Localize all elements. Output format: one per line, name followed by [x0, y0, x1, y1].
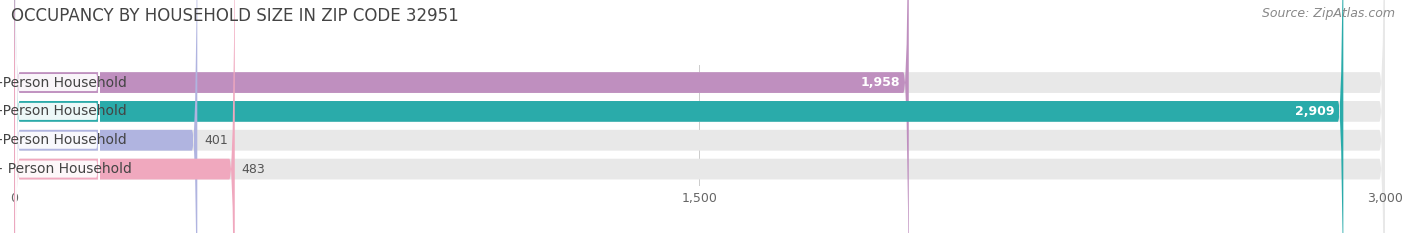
Text: 2-Person Household: 2-Person Household — [0, 104, 127, 118]
FancyBboxPatch shape — [14, 0, 1385, 233]
FancyBboxPatch shape — [14, 0, 1385, 233]
FancyBboxPatch shape — [14, 0, 1385, 233]
Text: OCCUPANCY BY HOUSEHOLD SIZE IN ZIP CODE 32951: OCCUPANCY BY HOUSEHOLD SIZE IN ZIP CODE … — [11, 7, 458, 25]
FancyBboxPatch shape — [14, 0, 908, 233]
Text: Source: ZipAtlas.com: Source: ZipAtlas.com — [1261, 7, 1395, 20]
Text: 483: 483 — [242, 163, 266, 176]
Text: 1-Person Household: 1-Person Household — [0, 75, 127, 89]
FancyBboxPatch shape — [15, 0, 100, 233]
Text: 2,909: 2,909 — [1295, 105, 1334, 118]
FancyBboxPatch shape — [15, 0, 100, 233]
Text: 1,958: 1,958 — [860, 76, 900, 89]
Text: 401: 401 — [204, 134, 228, 147]
Text: 3-Person Household: 3-Person Household — [0, 133, 127, 147]
Text: 4+ Person Household: 4+ Person Household — [0, 162, 132, 176]
FancyBboxPatch shape — [14, 0, 1343, 233]
FancyBboxPatch shape — [14, 0, 1385, 233]
FancyBboxPatch shape — [14, 0, 235, 233]
FancyBboxPatch shape — [15, 0, 100, 233]
FancyBboxPatch shape — [15, 0, 100, 233]
FancyBboxPatch shape — [14, 0, 197, 233]
